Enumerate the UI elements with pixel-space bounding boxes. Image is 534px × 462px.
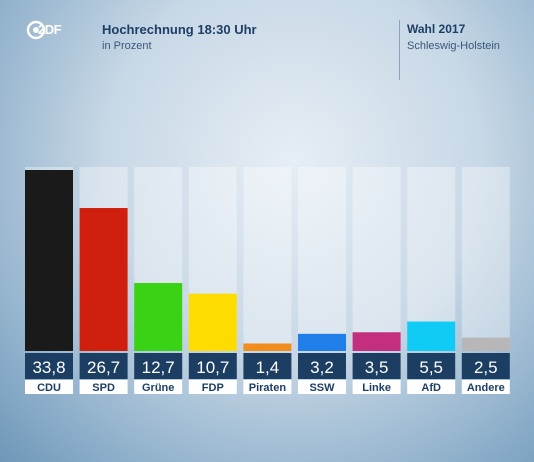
chart-title: Hochrechnung 18:30 Uhr (102, 22, 257, 37)
tick-label: Piraten (249, 382, 287, 394)
tick-label: SSW (309, 382, 335, 394)
data-label: 5,5 (419, 358, 443, 377)
data-label: 33,8 (32, 358, 65, 377)
category-label-box (25, 380, 73, 394)
category-label-box (79, 380, 128, 394)
value-label-box (25, 353, 73, 379)
value-label-box (188, 353, 237, 379)
value-label-box (134, 353, 183, 379)
tick-label: FDP (202, 382, 224, 394)
data-label: 1,4 (256, 358, 280, 377)
category-label-box (243, 380, 292, 394)
tick-label: AfD (421, 382, 441, 394)
election-region: Schleswig-Holstein (407, 40, 500, 52)
data-label: 10,7 (196, 358, 229, 377)
bar (134, 282, 183, 351)
bar (79, 208, 128, 351)
data-label: 2,5 (474, 358, 498, 377)
chart-subtitle: in Prozent (102, 40, 152, 52)
value-label-box (298, 353, 346, 379)
bar (188, 293, 237, 351)
bar-track (298, 167, 346, 351)
bar (461, 337, 510, 351)
category-label-box (352, 380, 401, 394)
category-label-box (461, 380, 510, 394)
data-label: 3,5 (365, 358, 389, 377)
value-label-box (79, 353, 128, 379)
bar-track (352, 167, 401, 351)
tick-label: Grüne (142, 382, 174, 394)
election-title: Wahl 2017 (407, 22, 466, 36)
bar (25, 170, 73, 351)
zdf-logo-icon (26, 20, 46, 40)
value-label-box (243, 353, 292, 379)
value-label-box (407, 353, 456, 379)
bar (352, 332, 401, 351)
bar-track (407, 167, 456, 351)
bar (243, 343, 292, 351)
tick-label: Linke (362, 382, 391, 394)
data-label: 26,7 (87, 358, 120, 377)
value-label-box (461, 353, 510, 379)
tick-label: CDU (37, 382, 61, 394)
category-label-box (134, 380, 183, 394)
value-label-box (352, 353, 401, 379)
category-label-box (298, 380, 346, 394)
bar (298, 333, 346, 351)
category-label-box (188, 380, 237, 394)
tick-label: Andere (467, 382, 505, 394)
bar-track (243, 167, 292, 351)
zdf-logo-text: 2DF (38, 22, 62, 37)
data-label: 12,7 (142, 358, 175, 377)
tick-label: SPD (92, 382, 115, 394)
bar-track (461, 167, 510, 351)
bar (407, 321, 456, 351)
data-label: 3,2 (310, 358, 334, 377)
category-label-box (407, 380, 456, 394)
header-divider (399, 20, 400, 80)
